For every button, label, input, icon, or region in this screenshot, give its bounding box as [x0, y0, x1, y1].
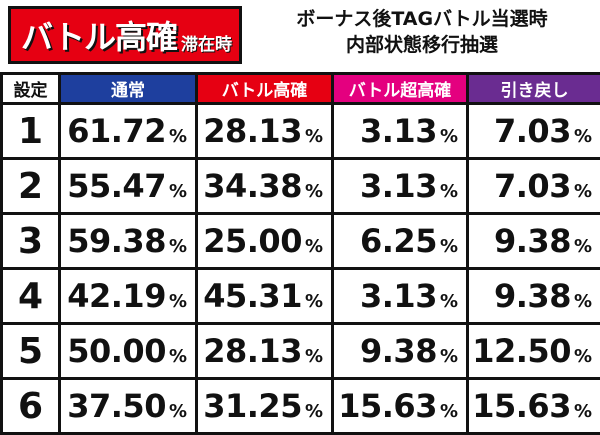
- percent-symbol: %: [440, 401, 458, 422]
- probability-value: 50.00: [67, 332, 166, 370]
- probability-cell: 31.25%: [197, 379, 333, 434]
- probability-value: 61.72: [67, 112, 166, 150]
- percent-symbol: %: [574, 401, 592, 422]
- probability-cell: 9.38%: [468, 214, 600, 269]
- percent-symbol: %: [305, 236, 323, 257]
- probability-value: 45.31: [203, 277, 302, 315]
- column-header-pullback: 引き戻し: [468, 74, 600, 104]
- setting-number: 2: [2, 159, 60, 214]
- probability-cell: 6.25%: [333, 214, 468, 269]
- percent-symbol: %: [169, 126, 187, 147]
- probability-value: 3.13: [360, 167, 437, 205]
- percent-symbol: %: [574, 181, 592, 202]
- probability-cell: 28.13%: [197, 324, 333, 379]
- percent-symbol: %: [574, 126, 592, 147]
- percent-symbol: %: [440, 346, 458, 367]
- percent-symbol: %: [169, 181, 187, 202]
- percent-symbol: %: [440, 126, 458, 147]
- probability-value: 37.50: [67, 387, 166, 425]
- percent-symbol: %: [305, 126, 323, 147]
- probability-value: 28.13: [203, 332, 302, 370]
- title-line-1: ボーナス後TAGバトル当選時: [250, 6, 594, 32]
- percent-symbol: %: [305, 291, 323, 312]
- setting-number: 6: [2, 379, 60, 434]
- probability-value: 25.00: [203, 222, 302, 260]
- badge-sub-text: 滞在時: [181, 30, 232, 55]
- probability-value: 7.03: [494, 167, 571, 205]
- title-line-2: 内部状態移行抽選: [250, 32, 594, 58]
- table-header-row: 設定 通常 バトル高確 バトル超高確 引き戻し: [2, 74, 600, 104]
- percent-symbol: %: [574, 236, 592, 257]
- probability-value: 12.50: [472, 332, 571, 370]
- probability-cell: 12.50%: [468, 324, 600, 379]
- probability-cell: 3.13%: [333, 269, 468, 324]
- probability-cell: 7.03%: [468, 104, 600, 159]
- header: バトル高確 滞在時 ボーナス後TAGバトル当選時 内部状態移行抽選: [0, 0, 600, 72]
- badge-main-text: バトル高確: [21, 12, 177, 58]
- probability-value: 31.25: [203, 387, 302, 425]
- probability-cell: 37.50%: [60, 379, 197, 434]
- probability-value: 9.38: [494, 277, 571, 315]
- probability-cell: 61.72%: [60, 104, 197, 159]
- setting-number: 5: [2, 324, 60, 379]
- percent-symbol: %: [305, 346, 323, 367]
- column-header-battle-super-high: バトル超高確: [333, 74, 468, 104]
- percent-symbol: %: [169, 401, 187, 422]
- probability-cell: 55.47%: [60, 159, 197, 214]
- column-header-setting: 設定: [2, 74, 60, 104]
- probability-value: 6.25: [360, 222, 437, 260]
- probability-value: 15.63: [472, 387, 571, 425]
- probability-value: 3.13: [360, 112, 437, 150]
- probability-cell: 50.00%: [60, 324, 197, 379]
- percent-symbol: %: [169, 291, 187, 312]
- probability-cell: 3.13%: [333, 159, 468, 214]
- probability-cell: 28.13%: [197, 104, 333, 159]
- percent-symbol: %: [574, 291, 592, 312]
- probability-value: 28.13: [203, 112, 302, 150]
- percent-symbol: %: [440, 236, 458, 257]
- probability-value: 59.38: [67, 222, 166, 260]
- probability-value: 42.19: [67, 277, 166, 315]
- probability-value: 15.63: [338, 387, 437, 425]
- column-header-battle-high: バトル高確: [197, 74, 333, 104]
- page-title: ボーナス後TAGバトル当選時 内部状態移行抽選: [250, 6, 594, 58]
- probability-cell: 45.31%: [197, 269, 333, 324]
- probability-value: 55.47: [67, 167, 166, 205]
- probability-cell: 42.19%: [60, 269, 197, 324]
- battle-high-prob-badge: バトル高確 滞在時: [8, 6, 242, 64]
- probability-cell: 15.63%: [333, 379, 468, 434]
- probability-cell: 7.03%: [468, 159, 600, 214]
- probability-cell: 9.38%: [468, 269, 600, 324]
- probability-cell: 9.38%: [333, 324, 468, 379]
- probability-value: 7.03: [494, 112, 571, 150]
- percent-symbol: %: [305, 181, 323, 202]
- probability-value: 9.38: [494, 222, 571, 260]
- probability-value: 34.38: [203, 167, 302, 205]
- setting-number: 1: [2, 104, 60, 159]
- percent-symbol: %: [574, 346, 592, 367]
- percent-symbol: %: [440, 181, 458, 202]
- probability-value: 3.13: [360, 277, 437, 315]
- column-header-normal: 通常: [60, 74, 197, 104]
- setting-number: 4: [2, 269, 60, 324]
- probability-cell: 59.38%: [60, 214, 197, 269]
- probability-cell: 25.00%: [197, 214, 333, 269]
- probability-value: 9.38: [360, 332, 437, 370]
- percent-symbol: %: [440, 291, 458, 312]
- percent-symbol: %: [305, 401, 323, 422]
- probability-cell: 34.38%: [197, 159, 333, 214]
- percent-symbol: %: [169, 236, 187, 257]
- percent-symbol: %: [169, 346, 187, 367]
- probability-cell: 15.63%: [468, 379, 600, 434]
- probability-cell: 3.13%: [333, 104, 468, 159]
- setting-number: 3: [2, 214, 60, 269]
